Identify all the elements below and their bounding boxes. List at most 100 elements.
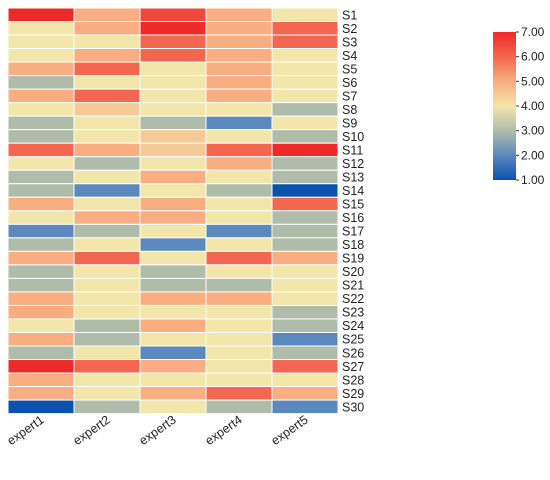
- heatmap-cells: [7, 7, 339, 415]
- heatmap-cell: [73, 237, 141, 252]
- row-label: S15: [342, 198, 364, 212]
- heatmap-cell: [7, 250, 75, 266]
- heatmap-cell: [7, 183, 75, 198]
- row-label: S27: [342, 360, 364, 374]
- heatmap-cell: [139, 48, 207, 63]
- row-labels: S1S2S3S4S5S6S7S8S9S10S11S12S13S14S15S16S…: [342, 8, 364, 414]
- heatmap-cell: [7, 196, 75, 212]
- heatmap-cell: [271, 169, 339, 185]
- heatmap-cell: [139, 102, 207, 117]
- row-label: S11: [342, 143, 363, 157]
- row-label: S8: [342, 103, 357, 117]
- heatmap-cell: [73, 142, 141, 158]
- row-label: S21: [342, 279, 364, 293]
- row-label: S20: [342, 265, 364, 279]
- heatmap-cell: [205, 183, 273, 198]
- row-label: S18: [342, 238, 364, 252]
- heatmap-cell: [271, 331, 339, 347]
- row-label: S24: [342, 319, 364, 333]
- colorbar-tick-label: 4.00: [521, 99, 545, 113]
- heatmap-cell: [205, 277, 273, 293]
- heatmap-cell: [271, 34, 339, 50]
- heatmap-cell: [139, 250, 207, 266]
- heatmap-cell: [139, 359, 207, 374]
- heatmap-cell: [205, 7, 273, 23]
- heatmap-cell: [271, 129, 339, 144]
- heatmap-cell: [271, 196, 339, 212]
- heatmap-cell: [205, 210, 273, 225]
- heatmap-cell: [73, 264, 141, 279]
- heatmap-cell: [73, 359, 141, 374]
- row-label: S28: [342, 373, 364, 387]
- heatmap-cell: [139, 331, 207, 347]
- heatmap-cell: [271, 223, 339, 239]
- heatmap-cell: [205, 196, 273, 212]
- colorbar-tick-label: 5.00: [521, 74, 545, 88]
- row-label: S4: [342, 49, 357, 63]
- heatmap-cell: [205, 142, 273, 158]
- heatmap-cell: [205, 156, 273, 171]
- heatmap-cell: [73, 88, 141, 104]
- heatmap-cell: [7, 318, 75, 333]
- heatmap-cell: [205, 21, 273, 36]
- heatmap-cell: [73, 399, 141, 415]
- heatmap-cell: [139, 142, 207, 158]
- heatmap-cell: [7, 115, 75, 131]
- heatmap-cell: [73, 318, 141, 333]
- colorbar-tick-label: 3.00: [521, 124, 545, 138]
- heatmap-cell: [73, 102, 141, 117]
- heatmap-cell: [73, 304, 141, 320]
- heatmap-cell: [7, 142, 75, 158]
- heatmap-cell: [271, 304, 339, 320]
- heatmap-cell: [7, 7, 75, 23]
- row-label: S30: [342, 400, 364, 414]
- heatmap-cell: [73, 48, 141, 63]
- heatmap-cell: [7, 21, 75, 36]
- heatmap-cell: [271, 88, 339, 104]
- heatmap-cell: [7, 61, 75, 77]
- heatmap-cell: [205, 115, 273, 131]
- column-labels: expert1 expert2 expert3 expert4 expert5: [5, 413, 311, 448]
- heatmap-cell: [139, 169, 207, 185]
- heatmap-cell: [73, 75, 141, 90]
- heatmap-cell: [7, 237, 75, 252]
- heatmap-cell: [271, 48, 339, 63]
- heatmap-cell: [205, 48, 273, 63]
- row-label: S25: [342, 333, 364, 347]
- heatmap-cell: [271, 237, 339, 252]
- heatmap-cell: [139, 183, 207, 198]
- heatmap-cell: [7, 372, 75, 388]
- heatmap-cell: [139, 304, 207, 320]
- heatmap-cell: [7, 48, 75, 63]
- heatmap-cell: [73, 129, 141, 144]
- heatmap-cell: [73, 115, 141, 131]
- heatmap-cell: [139, 21, 207, 36]
- heatmap-cell: [7, 359, 75, 374]
- heatmap-cell: [271, 156, 339, 171]
- column-label: expert3: [137, 413, 179, 448]
- heatmap-cell: [73, 250, 141, 266]
- heatmap-cell: [7, 304, 75, 320]
- heatmap-cell: [271, 277, 339, 293]
- heatmap-cell: [271, 142, 339, 158]
- row-label: S22: [342, 292, 364, 306]
- row-label: S23: [342, 306, 364, 320]
- heatmap-cell: [205, 250, 273, 266]
- heatmap-cell: [73, 386, 141, 401]
- heatmap-cell: [73, 169, 141, 185]
- heatmap-cell: [139, 129, 207, 144]
- heatmap-cell: [139, 318, 207, 333]
- heatmap-cell: [271, 21, 339, 36]
- row-label: S26: [342, 346, 364, 360]
- heatmap-cell: [73, 277, 141, 293]
- heatmap-cell: [271, 291, 339, 306]
- heatmap-cell: [205, 331, 273, 347]
- heatmap-cell: [139, 61, 207, 77]
- heatmap-cell: [271, 75, 339, 90]
- heatmap-cell: [7, 264, 75, 279]
- heatmap-cell: [73, 7, 141, 23]
- heatmap-cell: [271, 250, 339, 266]
- heatmap-cell: [73, 345, 141, 361]
- heatmap-cell: [139, 156, 207, 171]
